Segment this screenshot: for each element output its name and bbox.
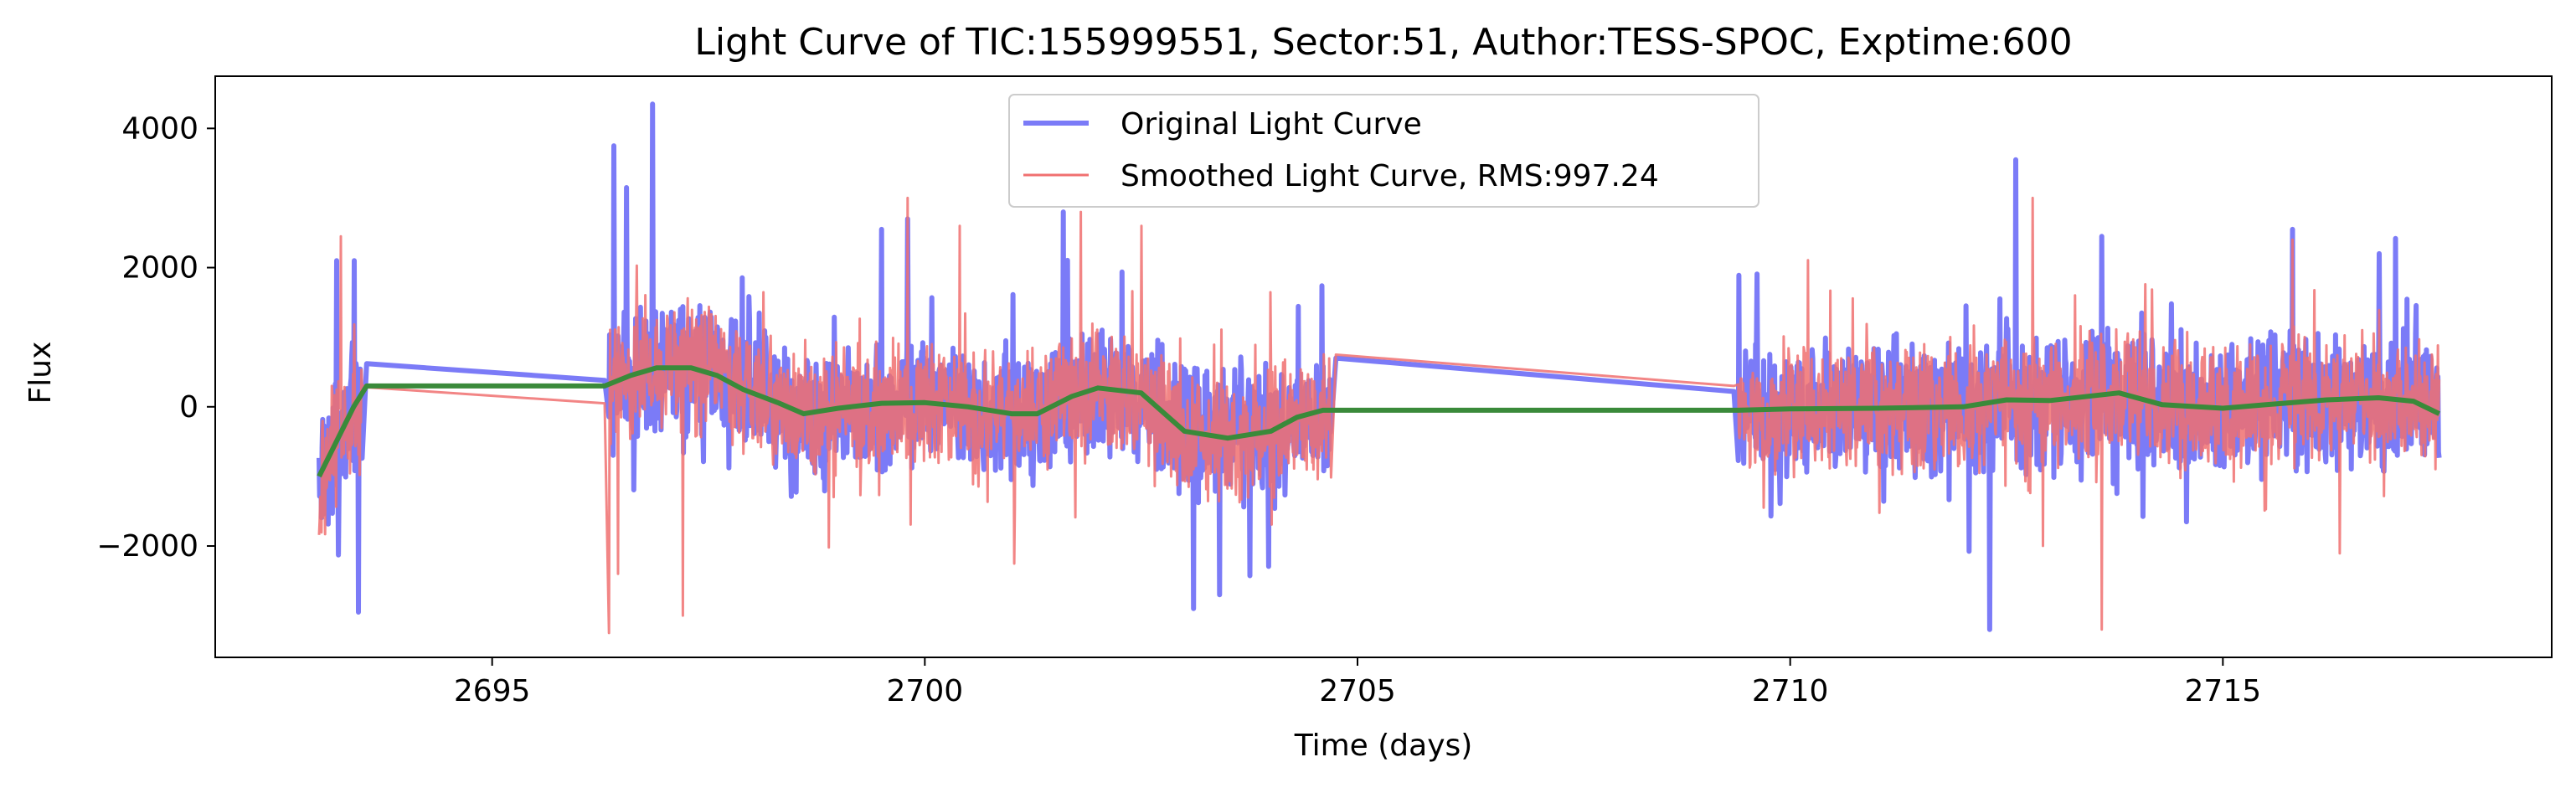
- legend-label-smoothed: Smoothed Light Curve, RMS:997.24: [1121, 159, 1659, 193]
- y-tick-label: −2000: [96, 529, 198, 564]
- x-tick-label: 2700: [887, 674, 964, 708]
- y-tick-label: 0: [179, 390, 198, 425]
- series-trend-line: [317, 365, 2441, 478]
- axes-frame: [214, 75, 2553, 658]
- series-smoothed-line: [317, 196, 2441, 635]
- legend: Original Light Curve Smoothed Light Curv…: [1008, 94, 1759, 208]
- x-tick-label: 2705: [1319, 674, 1396, 708]
- x-axis-label: Time (days): [1294, 729, 1473, 763]
- x-ticks: 2695 2700 2705 2710 2715: [454, 657, 2261, 708]
- y-axis-label: Flux: [23, 342, 58, 404]
- y-ticks: −2000 0 2000 4000: [96, 111, 215, 564]
- y-tick-label: 2000: [121, 251, 198, 286]
- x-tick-label: 2695: [454, 674, 531, 708]
- y-tick-label: 4000: [121, 111, 198, 146]
- x-tick-label: 2715: [2185, 674, 2262, 708]
- plot-area: [317, 101, 2442, 635]
- chart-title: Light Curve of TIC:155999551, Sector:51,…: [694, 21, 2072, 64]
- legend-box: [1008, 94, 1759, 208]
- legend-label-original: Original Light Curve: [1121, 107, 1422, 142]
- x-tick-label: 2710: [1752, 674, 1829, 708]
